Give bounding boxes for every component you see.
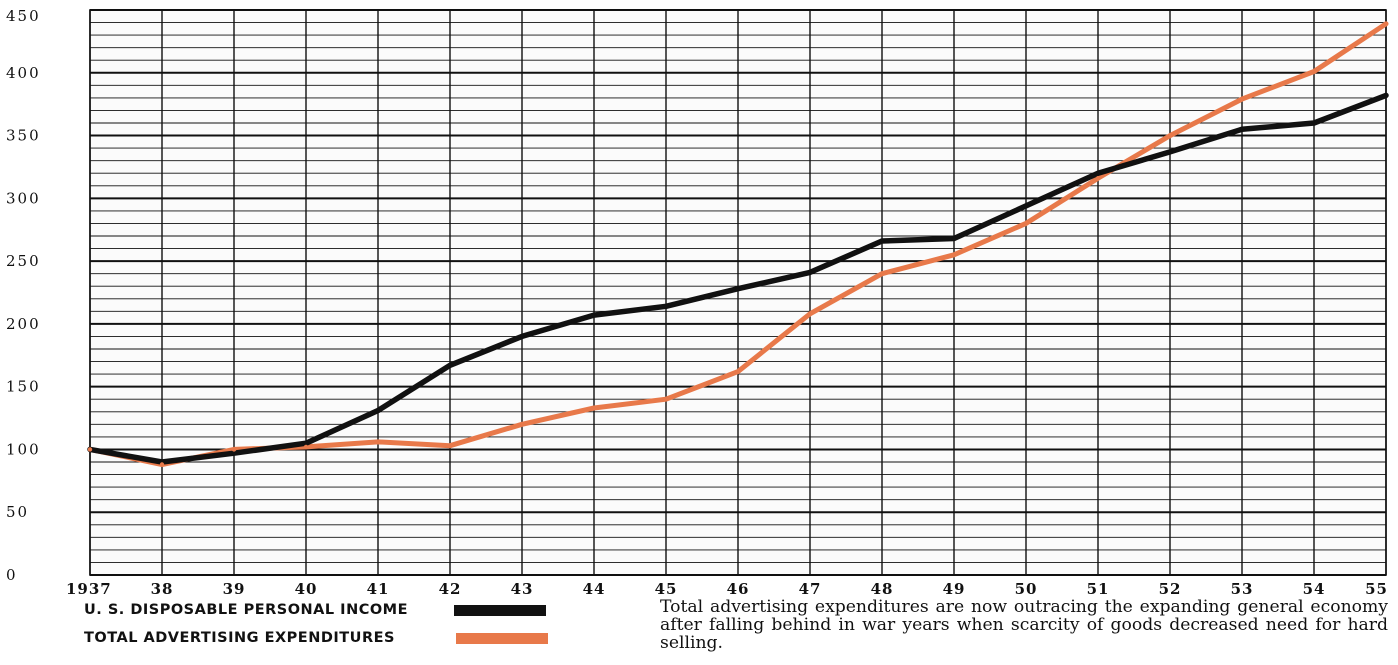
point-income — [447, 363, 453, 368]
point-advertising — [1167, 133, 1173, 138]
point-advertising — [591, 405, 597, 411]
point-income — [303, 440, 309, 446]
y-tick-label: 100 — [6, 440, 41, 458]
point-advertising — [663, 397, 669, 402]
x-tick-label: 44 — [583, 580, 606, 598]
legend-item-advertising: TOTAL ADVERTISING EXPENDITURES — [84, 624, 548, 652]
x-tick-label: 38 — [151, 580, 174, 598]
legend-swatch-income — [454, 604, 546, 616]
x-tick-label: 48 — [871, 580, 894, 598]
x-tick-label: 39 — [223, 580, 246, 598]
x-tick-label: 46 — [727, 580, 750, 598]
x-tick-label: 49 — [943, 580, 966, 598]
legend-swatch-advertising — [456, 632, 548, 644]
point-advertising — [447, 443, 453, 448]
point-income — [807, 270, 813, 275]
point-advertising — [951, 252, 957, 258]
point-income — [1023, 203, 1029, 209]
x-tick-label: 52 — [1159, 580, 1182, 598]
y-tick-label: 350 — [6, 127, 41, 145]
x-tick-label: 53 — [1231, 580, 1254, 598]
series-lines — [87, 21, 1389, 467]
point-advertising — [519, 422, 525, 427]
point-income — [951, 236, 957, 241]
x-tick-label: 55 — [1365, 580, 1388, 598]
point-income — [735, 286, 741, 291]
point-income — [1095, 171, 1101, 176]
grid — [89, 9, 1387, 576]
legend-label-income: U. S. DISPOSABLE PERSONAL INCOME — [84, 602, 409, 618]
point-income — [1167, 149, 1173, 155]
y-tick-label: 0 — [6, 566, 18, 584]
point-advertising — [1311, 69, 1317, 74]
legend-item-income: U. S. DISPOSABLE PERSONAL INCOME — [84, 596, 548, 624]
point-advertising — [879, 271, 885, 276]
y-tick-label: 450 — [6, 7, 41, 25]
point-advertising — [807, 311, 813, 317]
x-tick-label: 43 — [511, 580, 534, 598]
x-tick-label: 42 — [439, 580, 462, 598]
point-advertising — [231, 447, 237, 452]
point-advertising — [87, 447, 93, 452]
chart-caption: Total advertising expenditures are now o… — [660, 597, 1388, 653]
point-income — [1311, 120, 1317, 126]
x-tick-label: 1937 — [66, 580, 112, 598]
plot-border — [89, 9, 1387, 576]
x-tick-label: 45 — [655, 580, 678, 598]
x-tick-label: 47 — [799, 580, 822, 598]
x-tick-label: 51 — [1087, 580, 1110, 598]
point-income — [879, 238, 885, 244]
x-tick-label: 50 — [1015, 580, 1038, 598]
x-tick-label: 41 — [367, 580, 390, 598]
x-axis-ticks: 1937 38 39 40 41 42 43 44 45 46 47 48 49 50 51 52 53 54 55 — [66, 580, 1388, 598]
point-income — [375, 408, 381, 413]
point-advertising — [1095, 176, 1101, 181]
x-tick-label: 54 — [1303, 580, 1326, 598]
line-chart: 0 50 100 150 200 250 300 350 400 450 1937 38 39 40 41… — [6, 7, 1389, 598]
point-advertising — [735, 369, 741, 374]
point-income — [1383, 93, 1389, 98]
x-tick-label: 40 — [295, 580, 318, 598]
point-income — [1239, 127, 1245, 132]
y-tick-label: 50 — [6, 503, 29, 521]
legend-label-advertising: TOTAL ADVERTISING EXPENDITURES — [84, 630, 395, 646]
point-advertising — [1239, 96, 1245, 102]
y-tick-label: 150 — [6, 378, 41, 396]
legend: U. S. DISPOSABLE PERSONAL INCOME TOTAL A… — [84, 596, 548, 652]
point-income — [591, 312, 597, 318]
point-advertising — [1023, 221, 1029, 226]
y-tick-label: 250 — [6, 252, 41, 270]
point-advertising — [375, 439, 381, 445]
y-tick-label: 400 — [6, 64, 41, 82]
point-income — [231, 451, 237, 456]
y-axis-ticks: 0 50 100 150 200 250 300 350 400 450 — [6, 7, 41, 584]
y-tick-label: 200 — [6, 315, 41, 333]
point-income — [519, 334, 525, 339]
point-advertising — [159, 462, 165, 467]
point-advertising — [1383, 21, 1389, 27]
point-income — [663, 304, 669, 309]
y-tick-label: 300 — [6, 189, 41, 207]
point-advertising — [303, 444, 309, 450]
